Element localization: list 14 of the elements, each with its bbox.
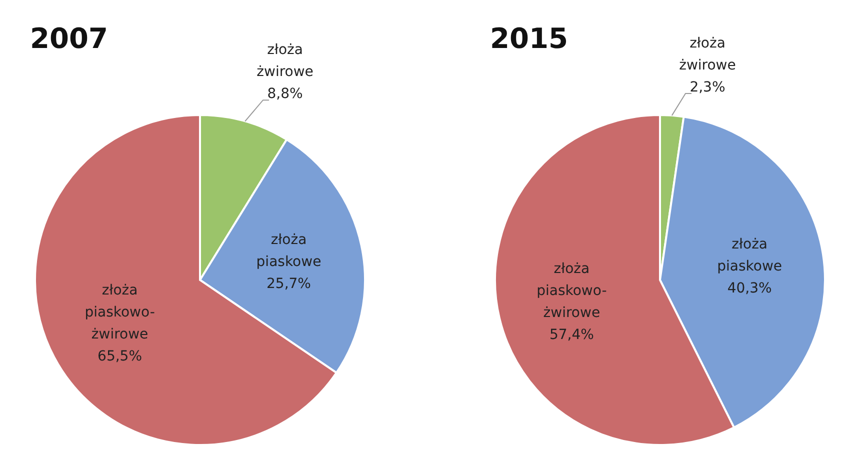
slice-label: złoża żwirowe (256, 42, 314, 80)
data-label: 2,3% (690, 79, 726, 96)
data-label: 57,4% (549, 326, 594, 343)
slice-label: złoża piaskowo-żwirowe (84, 282, 155, 342)
slice-label: złoża piaskowe (256, 232, 322, 270)
data-label: 65,5% (98, 348, 142, 364)
data-label: 8,8% (267, 86, 303, 102)
slice-label: złoża piaskowe (717, 236, 782, 275)
chart-title: 2007 (30, 22, 108, 55)
slice-label: złoża żwirowe (679, 35, 736, 74)
chart-title: 2015 (490, 22, 568, 55)
data-label: 25,7% (266, 276, 311, 292)
slice-label: złoża piaskowo-żwirowe (536, 260, 607, 321)
data-label: 40,3% (727, 280, 772, 297)
